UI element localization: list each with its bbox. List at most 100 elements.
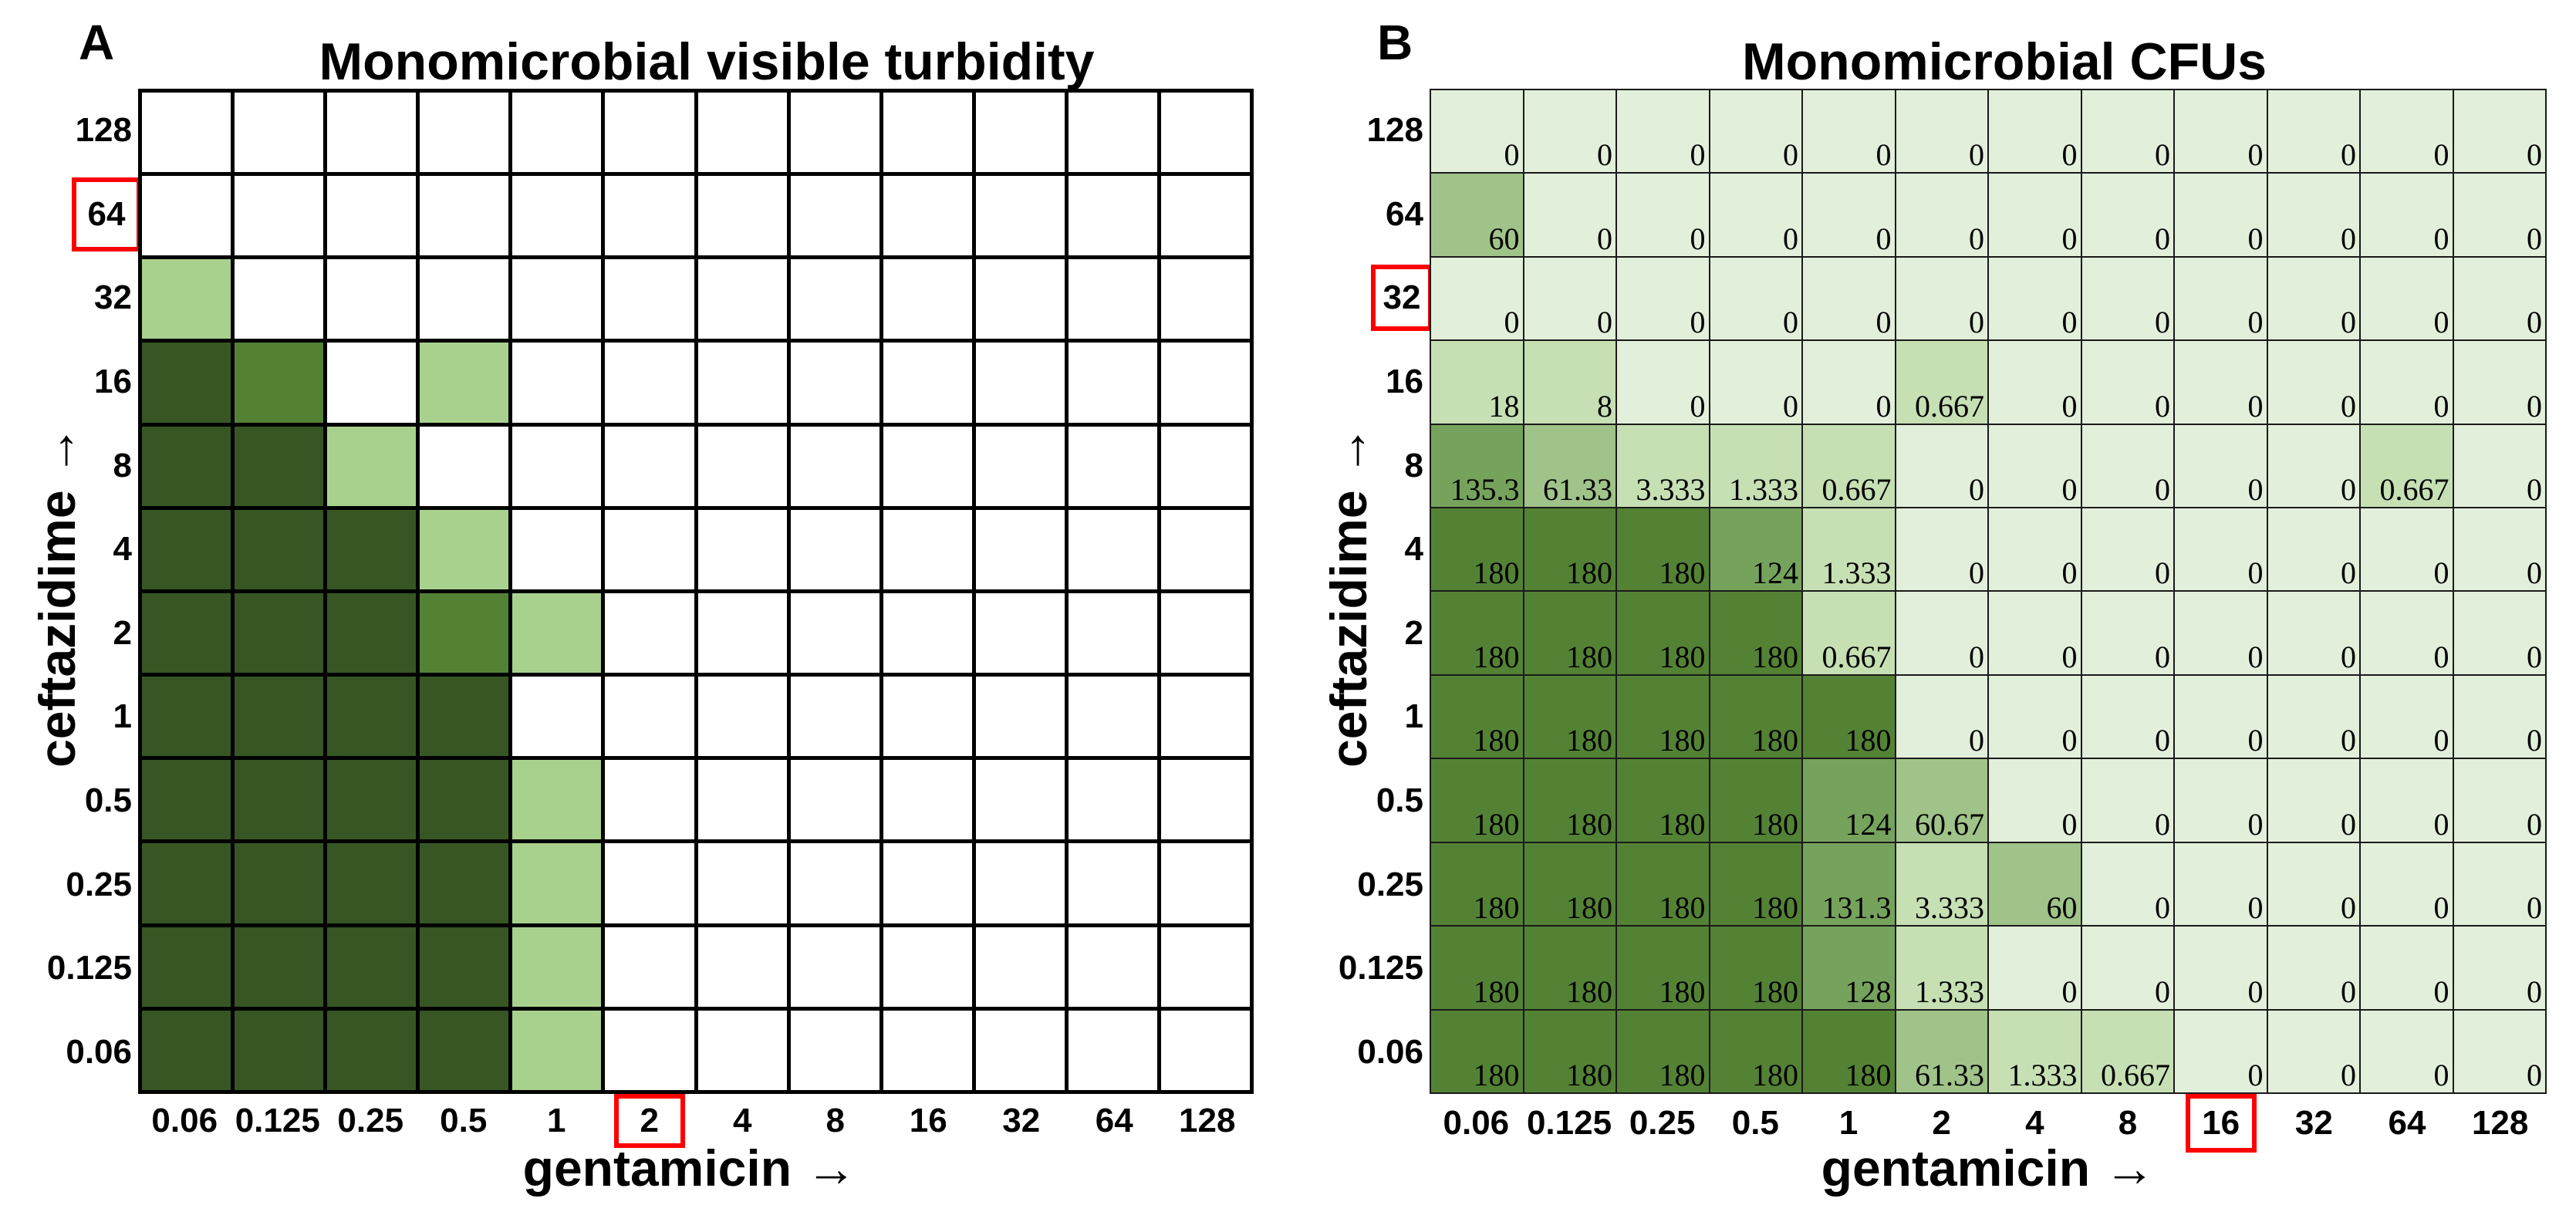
cfu-value-label: 0 bbox=[2341, 723, 2356, 758]
turbidity-cell bbox=[142, 927, 231, 1007]
turbidity-cell bbox=[235, 93, 324, 173]
cfu-cell: 0 bbox=[2081, 842, 2173, 926]
y-tick-label: 1 bbox=[1404, 697, 1423, 736]
cfu-value-label: 0 bbox=[2247, 1057, 2264, 1092]
cfu-value-label: 18 bbox=[1488, 388, 1520, 424]
turbidity-cell bbox=[235, 509, 324, 589]
turbidity-cell bbox=[975, 677, 1065, 757]
turbidity-cell bbox=[697, 93, 787, 173]
cfu-value-label: 180 bbox=[1473, 974, 1520, 1009]
cfu-value-label: 0 bbox=[1690, 388, 1706, 424]
cfu-cell: 0 bbox=[1524, 174, 1615, 256]
cfu-cell: 180 bbox=[1710, 675, 1801, 758]
cfu-value-label: 0 bbox=[1969, 639, 1984, 674]
turbidity-cell bbox=[420, 592, 509, 673]
turbidity-cell bbox=[975, 509, 1065, 589]
cfu-value-label: 0 bbox=[1969, 305, 1984, 340]
cfu-cell: 0 bbox=[2361, 174, 2453, 256]
cfu-value-label: 0 bbox=[2433, 723, 2449, 758]
x-tick-label: 128 bbox=[1179, 1102, 1236, 1139]
cfu-cell: 0 bbox=[1896, 257, 1987, 340]
x-tick-label: 0.5 bbox=[1731, 1104, 1779, 1142]
cfu-value-label: 0 bbox=[2061, 723, 2078, 758]
turbidity-cell bbox=[420, 760, 509, 840]
cfu-cell: 0 bbox=[1989, 424, 2081, 508]
cfu-value-label: 0.667 bbox=[1821, 472, 1892, 508]
turbidity-cell bbox=[975, 176, 1065, 256]
cfu-value-label: 0 bbox=[2155, 723, 2170, 758]
cfu-cell: 0 bbox=[1989, 927, 2081, 1009]
cfu-cell: 180 bbox=[1431, 759, 1523, 842]
cfu-value-label: 0 bbox=[1969, 723, 1984, 758]
cfu-value-label: 0 bbox=[2247, 305, 2264, 340]
y-tick-label: 0.125 bbox=[46, 949, 132, 987]
cfu-cell: 0 bbox=[1431, 257, 1523, 340]
cfu-cell: 0 bbox=[2267, 257, 2359, 340]
turbidity-cell bbox=[697, 343, 787, 423]
cfu-value-label: 0 bbox=[2341, 1057, 2356, 1092]
turbidity-cell bbox=[512, 259, 602, 339]
cfu-cell: 0 bbox=[2453, 675, 2545, 758]
turbidity-cell bbox=[235, 592, 324, 673]
cfu-value-label: 0 bbox=[1969, 472, 1984, 508]
turbidity-cell bbox=[512, 677, 602, 757]
cfu-cell: 180 bbox=[1710, 842, 1801, 926]
turbidity-cell bbox=[697, 509, 787, 589]
cfu-cell: 0 bbox=[1617, 174, 1709, 256]
turbidity-cell bbox=[975, 259, 1065, 339]
cfu-cell: 0 bbox=[2361, 257, 2453, 340]
cfu-cell: 61.33 bbox=[1896, 1010, 1987, 1092]
cfu-cell: 0 bbox=[2361, 508, 2453, 591]
cfu-value-label: 0 bbox=[2247, 974, 2264, 1009]
cfu-value-label: 0 bbox=[2247, 639, 2264, 674]
cfu-cell: 0 bbox=[2081, 927, 2173, 1009]
cfu-value-label: 0.667 bbox=[1915, 388, 1984, 424]
turbidity-cell bbox=[883, 93, 972, 173]
cfu-value-label: 0 bbox=[2061, 221, 2078, 256]
cfu-cell: 180 bbox=[1710, 759, 1801, 842]
cfu-value-label: 0 bbox=[2433, 221, 2449, 256]
x-tick-label: 0.06 bbox=[1443, 1104, 1510, 1142]
cfu-cell: 180 bbox=[1524, 592, 1615, 674]
cfu-cell: 0 bbox=[1989, 592, 2081, 674]
cfu-cell: 0 bbox=[2267, 927, 2359, 1009]
turbidity-cell bbox=[883, 677, 972, 757]
cfu-cell: 180 bbox=[1524, 508, 1615, 591]
cfu-value-label: 60 bbox=[2046, 890, 2078, 926]
cfu-cell: 0 bbox=[2175, 842, 2267, 926]
turbidity-cell bbox=[512, 760, 602, 840]
cfu-cell: 0 bbox=[1803, 341, 1895, 424]
turbidity-cell bbox=[235, 843, 324, 923]
turbidity-cell bbox=[697, 426, 787, 506]
turbidity-cell bbox=[1160, 677, 1250, 757]
cfu-value-label: 0 bbox=[2433, 890, 2449, 926]
turbidity-cell bbox=[1160, 760, 1250, 840]
cfu-value-label: 0 bbox=[2527, 639, 2542, 674]
cfu-value-label: 0 bbox=[2155, 890, 2170, 926]
y-tick-label: 64 bbox=[1386, 194, 1423, 233]
turbidity-cell bbox=[142, 1010, 231, 1090]
cfu-value-label: 0 bbox=[1783, 137, 1798, 173]
cfu-cell: 0 bbox=[2453, 90, 2545, 173]
cfu-cell: 180 bbox=[1803, 1010, 1895, 1092]
turbidity-cell bbox=[327, 93, 417, 173]
cfu-value-label: 0 bbox=[1875, 221, 1892, 256]
cfu-value-label: 0 bbox=[1597, 305, 1612, 340]
x-axis-tick-labels: 0.06 0.125 0.25 0.5 1 2 4 8 16 32 64 128 bbox=[1430, 1094, 2547, 1153]
cfu-cell: 0 bbox=[1896, 592, 1987, 674]
cfu-cell: 0 bbox=[2453, 1010, 2545, 1092]
cfu-value-label: 180 bbox=[1845, 723, 1892, 758]
y-tick-label: 0.5 bbox=[1376, 781, 1423, 819]
cfu-cell: 0 bbox=[2081, 759, 2173, 842]
cfu-cell: 0 bbox=[2081, 508, 2173, 591]
cfu-cell: 0 bbox=[1989, 341, 2081, 424]
turbidity-cell bbox=[790, 509, 879, 589]
cfu-value-label: 0 bbox=[1504, 137, 1520, 173]
cfu-cell: 0 bbox=[2453, 424, 2545, 508]
turbidity-cell bbox=[1068, 343, 1157, 423]
cfu-value-label: 180 bbox=[1566, 806, 1612, 842]
y-tick-label: 0.25 bbox=[66, 865, 132, 903]
cfu-cell: 180 bbox=[1524, 1010, 1615, 1092]
